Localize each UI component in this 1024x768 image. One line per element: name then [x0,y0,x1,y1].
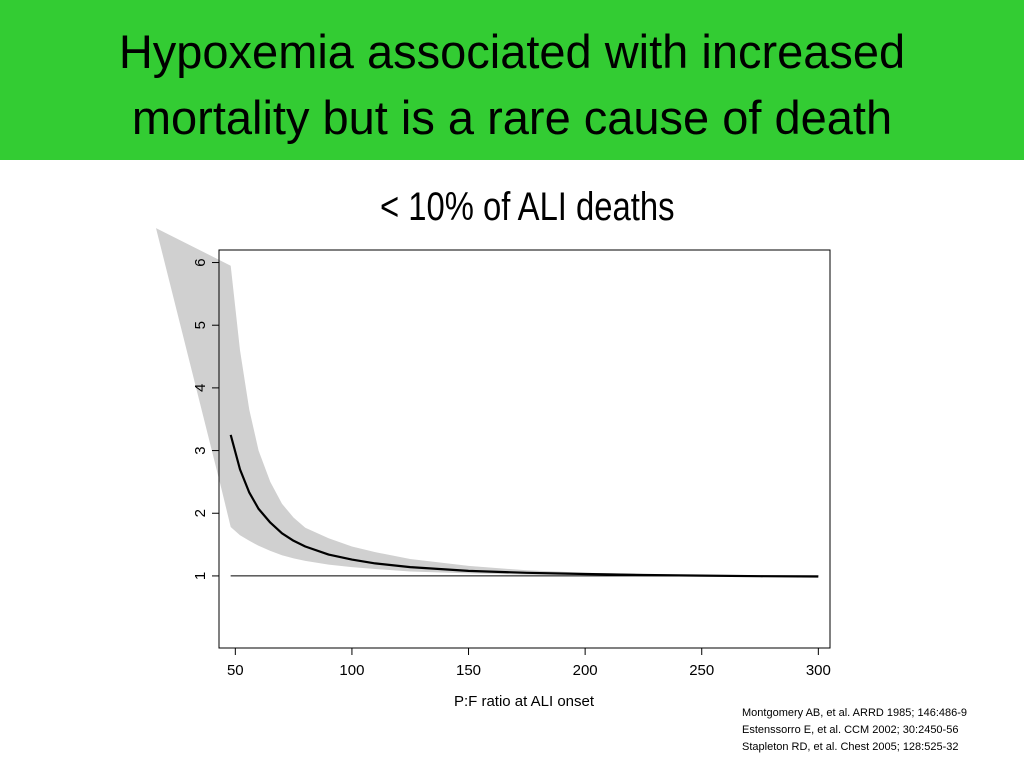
x-tick-label: 50 [227,662,244,679]
x-tick-label: 100 [339,662,364,679]
y-tick-label: 1 [192,572,209,580]
chart-subtitle: < 10% of ALI deaths [380,185,675,229]
series-line-layer [229,434,819,578]
plot-frame [218,249,831,649]
x-tick-label: 150 [456,662,481,679]
y-tick-label: 4 [192,384,209,392]
y-axis: 1 2 3 4 5 6 [192,258,220,580]
y-tick-label: 6 [192,258,209,266]
series-line-1 [229,434,819,578]
reference-1: Montgomery AB, et al. ARRD 1985; 146:486… [742,707,968,719]
x-axis-label: P:F ratio at ALI onset [454,693,595,710]
x-tick-label: 300 [806,662,831,679]
reference-2: Estenssorro E, et al. CCM 2002; 30:2450-… [742,724,959,736]
slide-title-line-2: mortality but is a rare cause of death [131,91,893,144]
x-tick-label: 250 [689,662,714,679]
confidence-band [156,228,819,577]
y-tick-label: 3 [192,446,209,454]
x-tick-label: 200 [573,662,598,679]
confidence-band-layer [156,228,819,577]
slide-title-line-1: Hypoxemia associated with increased [118,25,906,78]
x-axis: 50 100 150 200 250 300 [227,647,831,679]
y-tick-label: 5 [192,321,209,329]
title-banner: Hypoxemia associated with increased mort… [0,0,1024,160]
references: Montgomery AB, et al. ARRD 1985; 146:486… [742,705,1022,756]
y-tick-label: 2 [192,509,209,517]
reference-3: Stapleton RD, et al. Chest 2005; 128:525… [742,741,959,753]
